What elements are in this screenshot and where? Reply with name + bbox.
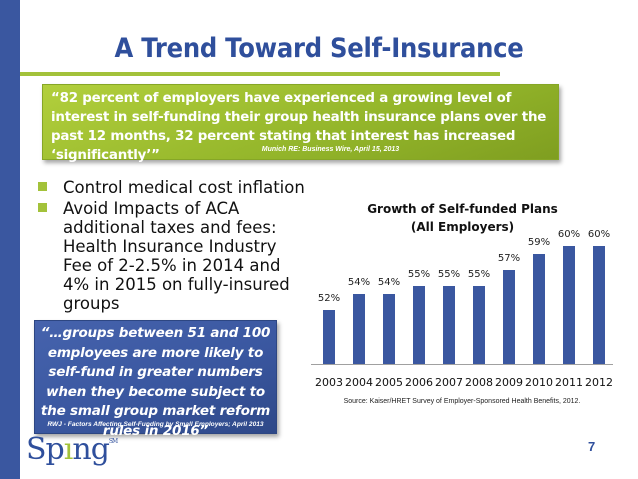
- bar-value-label: 55%: [467, 269, 491, 280]
- bar-value-label: 54%: [347, 277, 371, 288]
- bar-value-label: 57%: [497, 253, 521, 264]
- bar-value-label: 60%: [557, 229, 581, 240]
- bullet-text: Avoid Impacts of ACA additional taxes an…: [63, 199, 290, 313]
- side-accent-bar: [0, 0, 20, 479]
- x-tick-label: 2007: [435, 376, 463, 389]
- x-axis-line: [311, 364, 613, 365]
- chart-source: Source: Kaiser/HRET Survey of Employer-S…: [343, 398, 581, 405]
- bar-value-label: 54%: [377, 277, 401, 288]
- x-tick-label: 2003: [315, 376, 343, 389]
- x-tick-label: 2005: [375, 376, 403, 389]
- page-number: 7: [588, 439, 596, 454]
- bar-2008: [473, 286, 485, 364]
- quote-text: “82 percent of employers have experience…: [51, 91, 547, 163]
- bar-value-label: 55%: [437, 269, 461, 280]
- bar-value-label: 55%: [407, 269, 431, 280]
- x-tick-label: 2010: [525, 376, 553, 389]
- title-underline: [20, 72, 500, 76]
- callout-source: RWJ - Factors Affecting Self-Funding by …: [47, 421, 264, 428]
- bullet-item: Avoid Impacts of ACA additional taxes an…: [38, 199, 308, 313]
- bullet-item: Control medical cost inflation: [38, 178, 308, 197]
- quote-box: “82 percent of employers have experience…: [42, 84, 559, 163]
- chart-title: Growth of Self-funded Plans (All Employe…: [330, 200, 595, 236]
- bar-2012: [593, 246, 605, 364]
- bullet-list: Control medical cost inflation Avoid Imp…: [38, 178, 308, 315]
- bar-value-label: 60%: [587, 229, 611, 240]
- bar-2004: [353, 294, 365, 364]
- x-tick-label: 2004: [345, 376, 373, 389]
- bar-chart-plot: 52% 54% 54% 55% 55% 55% 57% 59% 60% 60%: [311, 229, 613, 365]
- bar-2006: [413, 286, 425, 364]
- slide-title: A Trend Toward Self-Insurance: [114, 33, 524, 64]
- callout-box: “…groups between 51 and 100 employees ar…: [34, 320, 277, 439]
- bar-value-label: 59%: [527, 237, 551, 248]
- x-tick-label: 2006: [405, 376, 433, 389]
- callout-text: “…groups between 51 and 100 employees ar…: [40, 325, 271, 439]
- bar-2005: [383, 294, 395, 364]
- bar-value-label: 52%: [317, 293, 341, 304]
- x-tick-label: 2011: [555, 376, 583, 389]
- quote-source: Munich RE: Business Wire, April 15, 2013: [261, 146, 400, 153]
- chart-subtitle: (All Employers): [410, 220, 515, 234]
- spring-logo: SpıngSM: [26, 432, 118, 467]
- x-tick-label: 2012: [585, 376, 613, 389]
- x-tick-label: 2008: [465, 376, 493, 389]
- bullet-square-icon: [38, 182, 47, 191]
- x-tick-label: 2009: [495, 376, 523, 389]
- bar-2007: [443, 286, 455, 364]
- bullet-square-icon: [38, 203, 47, 212]
- chart-title-main: Growth of Self-funded Plans: [367, 202, 558, 216]
- logo-accent-mark: ı: [63, 432, 74, 467]
- bar-2003: [323, 310, 335, 364]
- bullet-text: Control medical cost inflation: [63, 178, 305, 197]
- bar-2009: [503, 270, 515, 364]
- bar-2011: [563, 246, 575, 364]
- bar-2010: [533, 254, 545, 364]
